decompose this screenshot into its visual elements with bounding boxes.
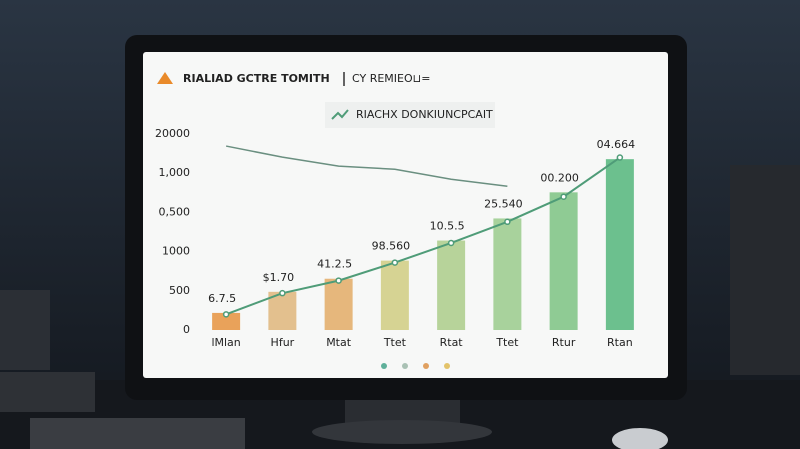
x-tick-label: Rtat <box>440 336 464 349</box>
y-tick-label: 20000 <box>155 127 190 140</box>
page-dot <box>423 363 429 369</box>
y-tick-label: 1000 <box>162 245 190 258</box>
line-series <box>225 156 621 316</box>
bar <box>212 312 241 330</box>
keyboard <box>30 418 245 449</box>
logo <box>157 72 173 84</box>
line-marker <box>391 259 399 266</box>
annotation: 6.7.5 <box>208 292 236 305</box>
annotation: $1.70 <box>263 271 295 284</box>
annotation: 00.200 <box>540 171 579 184</box>
x-tick-label: Hfur <box>271 336 295 349</box>
mouse <box>612 428 668 449</box>
notebook <box>0 372 95 412</box>
annotation: 41.2.5 <box>317 258 352 271</box>
page-dot <box>402 363 408 369</box>
pen-cup <box>0 290 50 370</box>
line-marker <box>504 218 511 226</box>
stand-base <box>312 420 492 444</box>
bar <box>549 192 578 330</box>
bar <box>437 240 466 330</box>
annotation: 25.540 <box>484 197 523 210</box>
x-tick-label: Mtat <box>326 336 352 349</box>
legend-box <box>325 102 495 128</box>
line-series <box>225 145 508 188</box>
legend-label: RIACHX DONKIUNCPCAIT <box>356 108 493 121</box>
annotation: 10.5.5 <box>430 220 465 233</box>
bar <box>493 218 522 330</box>
line-marker <box>279 289 286 297</box>
x-tick-label: Ttet <box>383 336 407 349</box>
line-marker <box>447 239 455 247</box>
x-tick-label: Rtur <box>552 336 576 349</box>
line-marker <box>335 277 342 284</box>
bar <box>605 159 634 330</box>
bar <box>324 278 353 330</box>
page-dot <box>381 363 387 369</box>
chart-title: RIALIAD GCTRE TOMITH <box>183 72 330 85</box>
line-marker <box>222 311 230 318</box>
page-dot <box>444 363 450 369</box>
x-tick-label: Rtan <box>607 336 633 349</box>
y-tick-label: 1,000 <box>159 166 191 179</box>
y-tick-label: 0 <box>183 323 190 336</box>
bar <box>268 291 297 330</box>
line-marker <box>560 193 567 200</box>
chart-subtitle: CY REMIEO⊔= <box>352 72 430 85</box>
legend-icon <box>331 109 349 120</box>
line-marker <box>616 154 624 161</box>
annotation: 98.560 <box>372 240 411 253</box>
y-tick-label: 500 <box>169 284 190 297</box>
x-tick-label: Ttet <box>495 336 519 349</box>
y-tick-label: 0,500 <box>159 205 191 218</box>
bar <box>380 260 409 330</box>
x-tick-label: lMlan <box>211 336 240 349</box>
annotation: 04.664 <box>597 138 636 151</box>
speaker <box>730 165 800 375</box>
